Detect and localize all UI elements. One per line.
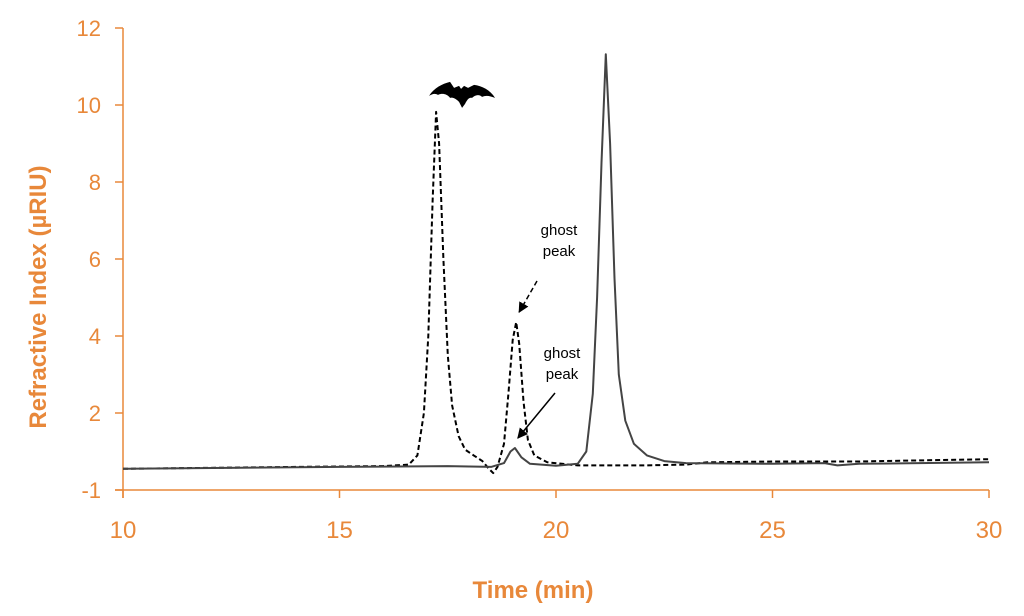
y-tick-label: 10: [77, 93, 101, 118]
x-tick-label: 25: [759, 517, 786, 544]
x-tick-label: 10: [110, 517, 137, 544]
y-tick-label: 12: [77, 16, 101, 41]
series-line-solid: [122, 53, 990, 470]
y-tick-label: 6: [89, 247, 101, 272]
y-tick-label: 8: [89, 170, 101, 195]
annotation-arrow: [517, 392, 556, 439]
y-tick-label: -1: [81, 478, 101, 503]
x-axis-title: Time (min): [473, 577, 594, 604]
y-tick-label: 4: [89, 324, 101, 349]
annotation-label: peak: [546, 366, 579, 383]
x-tick-label: 15: [326, 517, 353, 544]
annotation-label: peak: [543, 243, 576, 260]
y-axis-title: Refractive Index (µRIU): [25, 165, 52, 428]
annotation-label: ghost: [544, 345, 582, 362]
series-line-dashed: [122, 110, 990, 475]
bat-icon: [429, 81, 496, 108]
annotation-label: ghost: [541, 222, 579, 239]
y-tick-label: 2: [89, 401, 101, 426]
x-tick-label: 30: [976, 517, 1003, 544]
x-tick-label: 20: [543, 517, 570, 544]
annotation-arrow: [518, 280, 538, 314]
